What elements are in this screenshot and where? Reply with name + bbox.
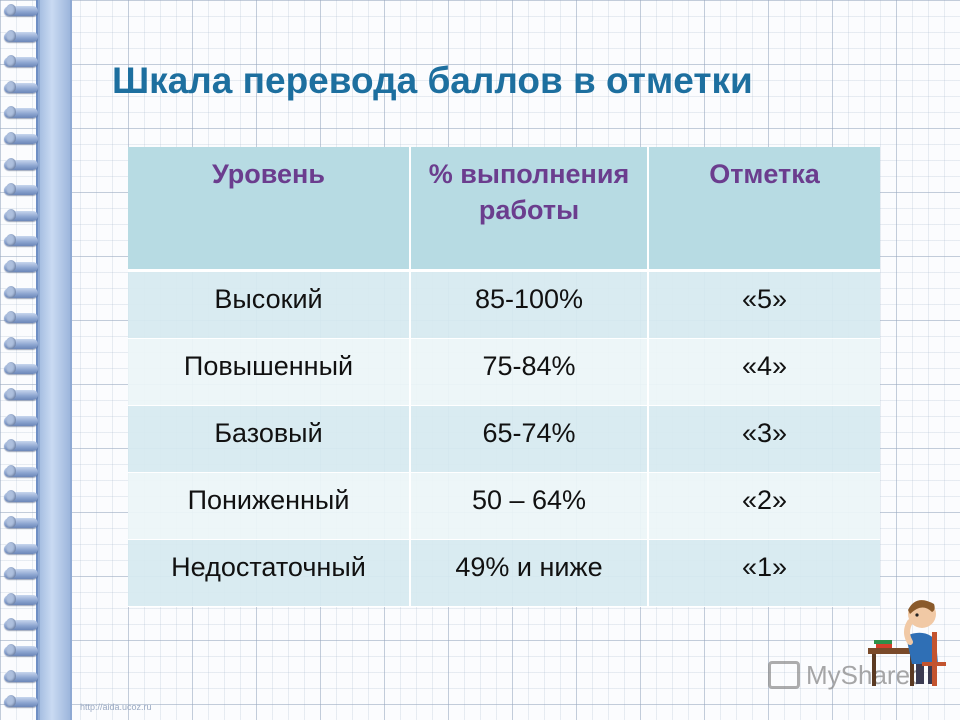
cell-percent: 75-84% — [410, 338, 649, 406]
header-grade: Отметка — [648, 147, 880, 272]
spiral-ring — [4, 669, 38, 682]
spiral-ring — [4, 413, 38, 426]
student-at-desk-icon — [868, 600, 946, 686]
spiral-ring — [4, 644, 38, 656]
spiral-ring — [4, 260, 38, 272]
cell-percent: 50 – 64% — [410, 472, 649, 540]
spiral-ring — [4, 336, 38, 349]
cell-level: Базовый — [128, 405, 411, 473]
spiral-ring — [4, 234, 38, 247]
spiral-ring — [4, 439, 38, 452]
notebook-spiral-icon — [4, 4, 44, 720]
spiral-ring — [4, 516, 38, 528]
spiral-ring — [4, 541, 38, 554]
spiral-ring — [4, 567, 38, 580]
page-title: Шкала перевода баллов в отметки — [112, 60, 753, 101]
watermark-text: MyShared — [806, 659, 925, 690]
spiral-ring — [4, 55, 38, 68]
cell-grade: «1» — [648, 539, 880, 607]
spiral-ring — [4, 208, 38, 221]
cell-level: Пониженный — [128, 472, 411, 540]
spiral-ring — [4, 311, 38, 324]
spiral-ring — [4, 29, 38, 42]
spiral-ring — [4, 4, 38, 16]
header-level: Уровень — [128, 147, 411, 272]
cell-grade: «4» — [648, 338, 880, 406]
cell-grade: «5» — [648, 270, 880, 339]
table-row: Недостаточный 49% и ниже «1» — [128, 539, 880, 607]
cell-level: Высокий — [128, 270, 411, 339]
spiral-ring — [4, 132, 38, 144]
spiral-ring — [4, 157, 38, 170]
cell-percent: 85-100% — [410, 270, 649, 339]
table-row: Повышенный 75-84% «4» — [128, 338, 880, 406]
grade-conversion-table: Уровень % выполнения работы Отметка Высо… — [128, 147, 880, 607]
myshared-watermark: MyShared — [768, 655, 928, 695]
notebook-binding — [0, 0, 72, 720]
myshared-logo-icon — [768, 661, 800, 689]
binding-strip — [38, 0, 72, 720]
table-row: Базовый 65-74% «3» — [128, 405, 880, 473]
spiral-ring — [4, 362, 38, 375]
cell-grade: «2» — [648, 472, 880, 540]
spiral-ring — [4, 464, 38, 477]
spiral-ring — [4, 618, 38, 631]
spiral-ring — [4, 695, 38, 708]
spiral-ring — [4, 388, 38, 400]
cell-percent: 65-74% — [410, 405, 649, 473]
binding-line — [36, 0, 38, 720]
cell-level: Повышенный — [128, 338, 411, 406]
spiral-ring — [4, 285, 38, 298]
cell-grade: «3» — [648, 405, 880, 473]
source-url: http://aida.ucoz.ru — [80, 702, 152, 712]
table-row: Пониженный 50 – 64% «2» — [128, 472, 880, 540]
spiral-ring — [4, 490, 38, 503]
header-percent: % выполнения работы — [410, 147, 649, 272]
cell-percent: 49% и ниже — [410, 539, 649, 607]
table-row: Высокий 85-100% «5» — [128, 270, 880, 339]
table-header-row: Уровень % выполнения работы Отметка — [128, 147, 880, 272]
spiral-ring — [4, 106, 38, 119]
spiral-ring — [4, 183, 38, 196]
spiral-ring — [4, 80, 38, 93]
spiral-ring — [4, 592, 38, 605]
cell-level: Недостаточный — [128, 539, 411, 607]
